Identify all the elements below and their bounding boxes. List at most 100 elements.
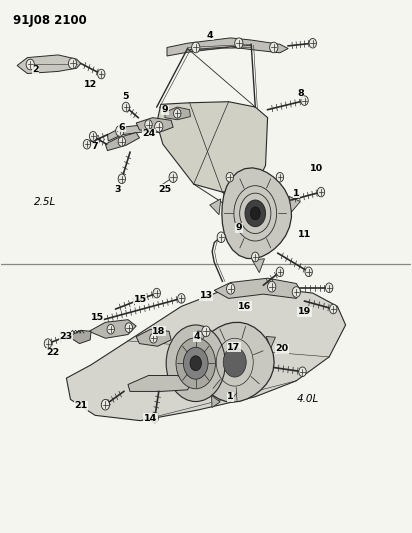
Text: 5: 5 <box>123 92 129 101</box>
Text: 22: 22 <box>47 348 60 357</box>
Text: 3: 3 <box>115 185 121 194</box>
Circle shape <box>102 400 109 409</box>
Circle shape <box>183 348 208 379</box>
Circle shape <box>178 294 185 303</box>
Circle shape <box>317 187 325 197</box>
Text: 91J08 2100: 91J08 2100 <box>13 14 87 27</box>
Polygon shape <box>198 331 207 342</box>
Circle shape <box>192 42 200 53</box>
Polygon shape <box>210 199 221 215</box>
Text: 10: 10 <box>310 164 323 173</box>
Circle shape <box>292 287 300 297</box>
Circle shape <box>83 140 91 149</box>
Polygon shape <box>252 259 265 273</box>
Text: 14: 14 <box>144 414 157 423</box>
Circle shape <box>118 137 126 147</box>
Polygon shape <box>196 322 274 402</box>
Circle shape <box>267 281 276 292</box>
Polygon shape <box>66 288 346 421</box>
Text: 21: 21 <box>74 401 87 410</box>
Circle shape <box>330 304 337 314</box>
Circle shape <box>299 367 306 376</box>
Circle shape <box>154 122 163 132</box>
Circle shape <box>252 252 259 262</box>
Text: 7: 7 <box>92 142 98 151</box>
Polygon shape <box>167 38 288 56</box>
Circle shape <box>202 326 210 337</box>
Circle shape <box>151 413 158 423</box>
Circle shape <box>116 126 124 136</box>
Polygon shape <box>206 328 231 352</box>
Circle shape <box>101 399 110 410</box>
Polygon shape <box>266 336 276 348</box>
Circle shape <box>118 174 126 183</box>
Text: 6: 6 <box>119 123 125 132</box>
Circle shape <box>173 109 181 118</box>
Text: 20: 20 <box>275 344 288 353</box>
Circle shape <box>68 58 77 69</box>
Polygon shape <box>214 278 300 298</box>
Circle shape <box>107 325 115 334</box>
Polygon shape <box>89 320 136 338</box>
Polygon shape <box>128 375 192 391</box>
Circle shape <box>217 232 225 243</box>
Circle shape <box>305 267 312 277</box>
Circle shape <box>166 325 225 401</box>
Polygon shape <box>165 107 190 120</box>
Text: 23: 23 <box>59 332 72 341</box>
Circle shape <box>122 102 130 112</box>
Text: 9: 9 <box>162 105 168 114</box>
Circle shape <box>169 172 177 182</box>
Circle shape <box>227 284 235 294</box>
Circle shape <box>250 207 260 220</box>
Text: 17: 17 <box>227 343 241 352</box>
Circle shape <box>235 38 243 49</box>
Text: 4: 4 <box>194 332 200 341</box>
Polygon shape <box>105 133 140 151</box>
Circle shape <box>245 200 266 227</box>
Polygon shape <box>17 55 81 74</box>
Text: 2: 2 <box>32 66 39 74</box>
Text: 24: 24 <box>143 129 156 138</box>
Polygon shape <box>108 123 164 141</box>
Circle shape <box>26 59 34 70</box>
Circle shape <box>98 69 105 79</box>
Text: 1: 1 <box>227 392 234 401</box>
Circle shape <box>150 334 157 343</box>
Circle shape <box>276 172 283 182</box>
Circle shape <box>153 288 160 298</box>
Text: 4.0L: 4.0L <box>296 394 318 404</box>
Circle shape <box>325 283 333 293</box>
Text: 1: 1 <box>293 189 300 198</box>
Circle shape <box>125 323 133 333</box>
Circle shape <box>301 96 308 106</box>
Polygon shape <box>222 168 291 259</box>
Text: 11: 11 <box>298 230 311 239</box>
Circle shape <box>176 338 215 389</box>
Text: 13: 13 <box>199 291 213 300</box>
Circle shape <box>190 356 201 370</box>
Polygon shape <box>289 196 300 212</box>
Circle shape <box>145 120 152 130</box>
Circle shape <box>226 172 234 182</box>
Circle shape <box>269 42 278 53</box>
Text: 9: 9 <box>236 223 242 232</box>
Text: 8: 8 <box>297 89 304 98</box>
Text: 15: 15 <box>91 312 104 321</box>
Circle shape <box>276 267 283 277</box>
Text: 15: 15 <box>134 295 147 304</box>
Circle shape <box>44 339 52 349</box>
Circle shape <box>223 348 246 377</box>
Polygon shape <box>136 118 173 133</box>
Polygon shape <box>136 329 171 346</box>
Polygon shape <box>212 395 220 408</box>
Text: 12: 12 <box>84 80 98 89</box>
Text: 18: 18 <box>152 327 166 336</box>
Text: 19: 19 <box>298 307 311 316</box>
Text: 2.5L: 2.5L <box>33 197 56 207</box>
Text: 16: 16 <box>239 302 252 311</box>
Circle shape <box>89 132 97 141</box>
Polygon shape <box>157 102 267 192</box>
Text: 4: 4 <box>207 31 213 40</box>
Polygon shape <box>68 330 91 344</box>
